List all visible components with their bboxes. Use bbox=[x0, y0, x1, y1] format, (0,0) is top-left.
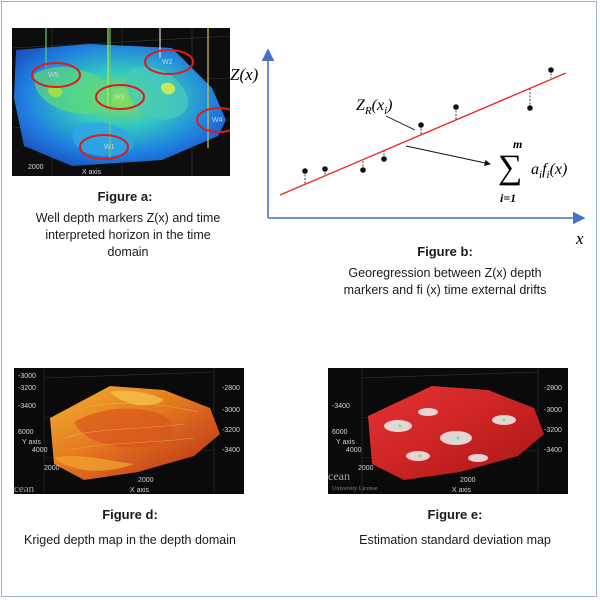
data-point bbox=[527, 105, 533, 111]
watermark: cean bbox=[328, 469, 350, 483]
x-tick: 2000 bbox=[460, 477, 476, 484]
tick-right: -2800 bbox=[544, 385, 562, 392]
tick-left: 2000 bbox=[358, 465, 374, 472]
figure-b-diagram: Z(x) x ZR(xi) m ∑ bbox=[228, 38, 598, 250]
data-point bbox=[360, 167, 366, 173]
data-point bbox=[453, 104, 459, 110]
tick-right: -3400 bbox=[222, 447, 240, 454]
tick-left: -3200 bbox=[18, 385, 36, 392]
figure-b-title: Figure b: bbox=[417, 244, 473, 259]
data-point bbox=[302, 168, 308, 174]
well-label-w2: W2 bbox=[162, 59, 173, 66]
axis-label-y: Y axis bbox=[336, 439, 355, 446]
figure-d-caption: Kriged depth map in the depth domain bbox=[24, 533, 236, 547]
data-point bbox=[418, 122, 424, 128]
tick-left: 6000 bbox=[18, 429, 34, 436]
regression-line bbox=[279, 72, 567, 196]
axis-tick: 2000 bbox=[28, 164, 44, 171]
tick-right: -3200 bbox=[222, 427, 240, 434]
figure-a-title: Figure a: bbox=[97, 189, 153, 204]
tick-left: 4000 bbox=[346, 447, 362, 454]
x-axis-label: x bbox=[575, 229, 584, 248]
figure-a-caption: Well depth markers Z(x) and time interpr… bbox=[35, 211, 221, 259]
sum-term: aifi(x) bbox=[531, 161, 567, 181]
tick-right: -2800 bbox=[222, 385, 240, 392]
well-label-w4: W4 bbox=[212, 117, 223, 124]
tick-left: 2000 bbox=[44, 465, 60, 472]
data-point bbox=[381, 156, 387, 162]
tick-right: -3400 bbox=[544, 447, 562, 454]
figure-e-caption: Estimation standard deviation map bbox=[359, 533, 551, 547]
point-label: ZR(xi) bbox=[356, 97, 392, 117]
figure-e-title: Figure e: bbox=[427, 507, 483, 522]
watermark-sub: University License bbox=[332, 486, 378, 492]
x-tick: 2000 bbox=[138, 477, 154, 484]
data-point bbox=[548, 67, 554, 73]
data-point bbox=[322, 166, 328, 172]
tick-right: -3000 bbox=[544, 407, 562, 414]
tick-right: -3200 bbox=[544, 427, 562, 434]
watermark: cean bbox=[14, 483, 35, 494]
axis-label-x: X axis bbox=[130, 487, 150, 494]
figure-d-title: Figure d: bbox=[102, 507, 158, 522]
tick-left: 4000 bbox=[32, 447, 48, 454]
x-axis-label: X axis bbox=[82, 169, 102, 176]
tick-left: -3400 bbox=[332, 403, 350, 410]
tick-left: -3400 bbox=[18, 403, 36, 410]
tick-right: -3000 bbox=[222, 407, 240, 414]
figure-e-image: -3400 6000 4000 2000 -2800 -3000 -3200 -… bbox=[328, 368, 568, 494]
tick-left: -3000 bbox=[18, 373, 36, 380]
well-label-w1: W1 bbox=[104, 144, 115, 151]
well-label-w5: W5 bbox=[48, 72, 59, 79]
sum-symbol: ∑ bbox=[498, 149, 522, 186]
sum-pointer bbox=[405, 145, 491, 166]
figure-a-image: W1 W2 W3 W4 W5 2000 X axis bbox=[12, 28, 230, 176]
y-axis-label: Z(x) bbox=[230, 65, 259, 84]
figure-b-caption: Georegression between Z(x) depth markers… bbox=[343, 266, 547, 297]
tick-left: 6000 bbox=[332, 429, 348, 436]
figure-d-image: -3000 -3200 -3400 6000 4000 2000 -2800 -… bbox=[14, 368, 244, 494]
point-pointer bbox=[385, 115, 416, 131]
well-label-w3: W3 bbox=[114, 94, 125, 101]
axis-label-y: Y axis bbox=[22, 439, 41, 446]
axis-label-x: X axis bbox=[452, 487, 472, 494]
sum-upper: m bbox=[513, 137, 522, 151]
sum-lower: i=1 bbox=[500, 191, 516, 205]
